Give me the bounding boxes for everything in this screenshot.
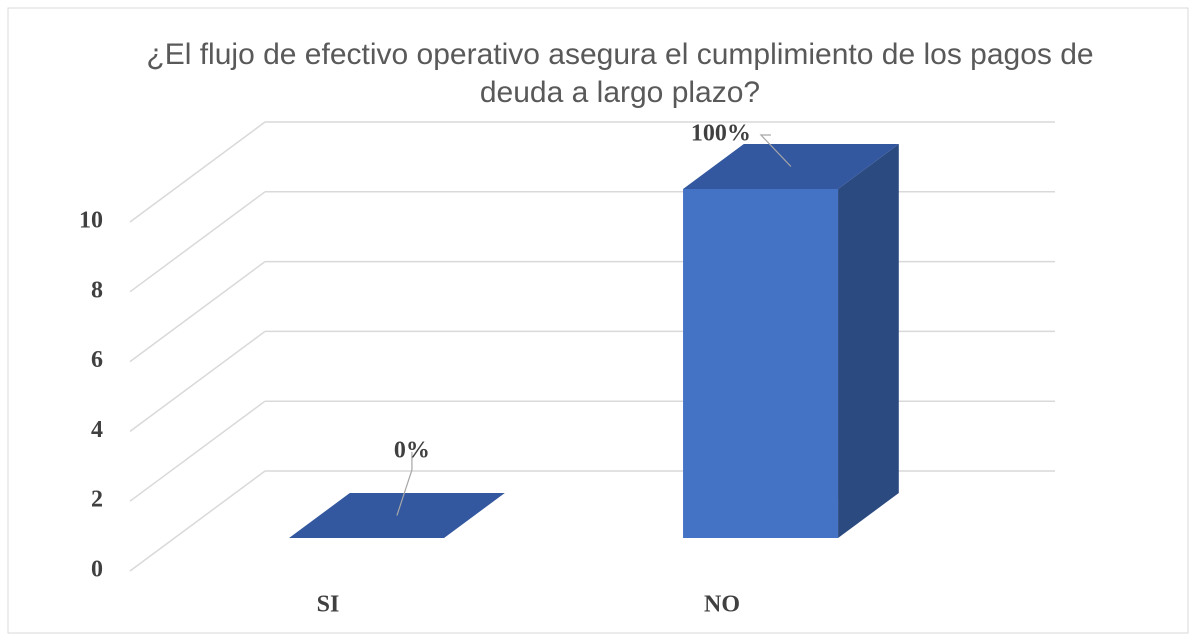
leader-line xyxy=(759,134,792,167)
grid-line xyxy=(129,400,266,502)
y-tick-label: 4 xyxy=(91,417,103,443)
chart-title: ¿El flujo de efectivo operativo asegura … xyxy=(146,38,1094,109)
grid-line xyxy=(129,470,266,572)
bar-front xyxy=(683,189,839,538)
x-tick-label: SI xyxy=(317,592,340,618)
grid-line xyxy=(129,330,266,433)
data-label: 100% xyxy=(691,121,751,147)
data-label: 0% xyxy=(394,438,430,464)
grid-line xyxy=(129,191,266,293)
grid-line xyxy=(129,121,266,223)
bar-side xyxy=(838,144,899,538)
bar xyxy=(683,144,899,538)
x-tick-label: NO xyxy=(704,592,740,618)
y-tick-label: 0 xyxy=(91,557,103,583)
y-tick-label: 2 xyxy=(91,487,103,513)
grid-line xyxy=(129,260,266,363)
leader-line xyxy=(396,452,413,516)
y-tick-label: 10 xyxy=(79,208,103,234)
chart-frame xyxy=(7,7,1189,634)
y-tick-label: 8 xyxy=(91,277,103,303)
y-tick-label: 6 xyxy=(91,347,103,373)
